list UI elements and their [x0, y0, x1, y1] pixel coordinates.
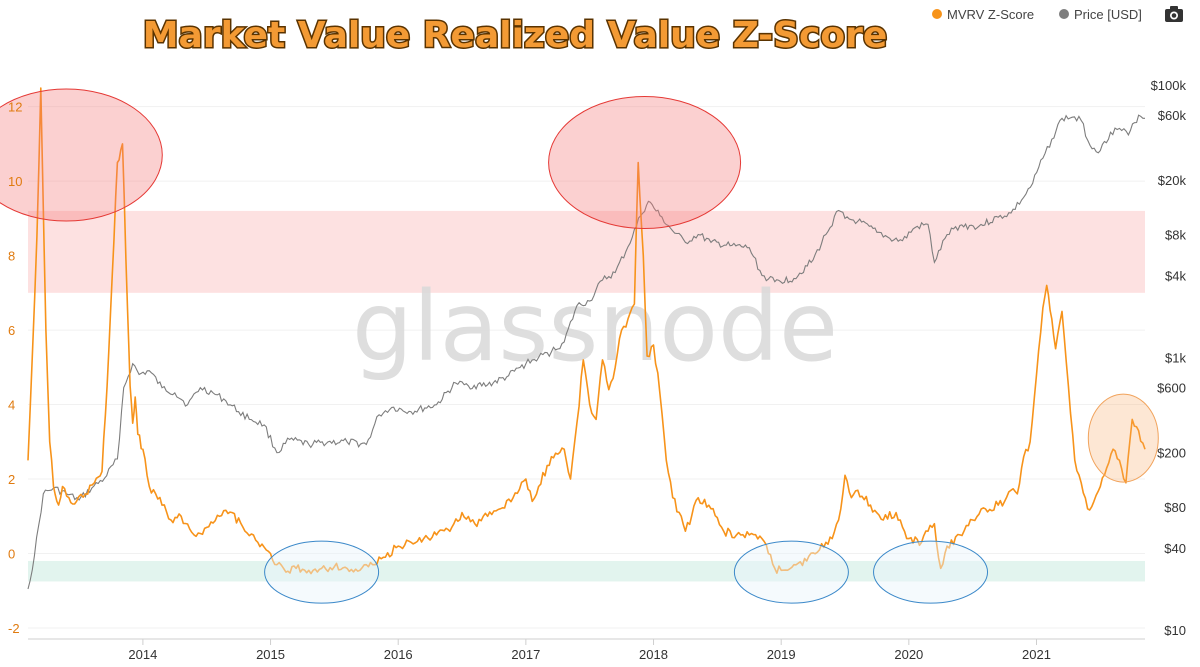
undervalued-zone [28, 560, 1145, 582]
bottom-2019-circle [733, 540, 849, 604]
right-tick-label: $40 [1164, 541, 1186, 556]
right-tick-label: $600 [1157, 381, 1186, 396]
left-axis: -2 0 2 4 6 8 10 12 [8, 100, 22, 636]
overvalued-zone [28, 210, 1145, 293]
mvrv-line [27, 87, 1146, 575]
chart-title: Market Value Realized Value Z-Score [143, 15, 888, 56]
price-line [27, 114, 1145, 590]
right-tick-label: $4k [1165, 268, 1186, 283]
right-axis: $10 $40 $80 $200 $600 $1k $4k $8k $20k $60k $100k [1151, 78, 1187, 638]
current-2021-circle [1087, 393, 1159, 483]
x-tick-label: 2020 [894, 647, 923, 662]
right-tick-label: $20k [1158, 173, 1187, 188]
price-series [27, 114, 1145, 590]
price-legend-label: Price [USD] [1074, 7, 1142, 22]
x-tick-label: 2017 [511, 647, 540, 662]
left-tick-label: 10 [8, 174, 22, 189]
annotation-circles [0, 88, 1159, 604]
mvrv-legend-dot [932, 9, 942, 19]
right-tick-label: $10 [1164, 623, 1186, 638]
mvrv-series [27, 87, 1146, 575]
right-tick-label: $1k [1165, 351, 1186, 366]
x-axis: 2014 2015 2016 2017 2018 2019 2020 2021 [28, 638, 1145, 662]
mvrv-legend-label: MVRV Z-Score [947, 7, 1034, 22]
x-tick-label: 2021 [1022, 647, 1051, 662]
left-tick-label: 6 [8, 323, 15, 338]
price-legend-dot [1059, 9, 1069, 19]
glassnode-watermark: glassnode [352, 271, 838, 383]
right-tick-label: $8k [1165, 227, 1186, 242]
x-tick-label: 2018 [639, 647, 668, 662]
left-tick-label: 12 [8, 100, 22, 115]
left-tick-label: 4 [8, 398, 15, 413]
legend-item-mvrv[interactable]: MVRV Z-Score [932, 7, 1034, 22]
zone-bands [28, 210, 1145, 582]
bottom-2015-circle [264, 540, 380, 604]
left-tick-label: 0 [8, 547, 15, 562]
left-tick-label: 8 [8, 249, 15, 264]
camera-icon[interactable] [1165, 6, 1183, 22]
legend-item-price[interactable]: Price [USD] [1059, 7, 1142, 22]
x-tick-label: 2016 [384, 647, 413, 662]
x-tick-label: 2015 [256, 647, 285, 662]
right-tick-label: $80 [1164, 500, 1186, 515]
left-tick-label: 2 [8, 472, 15, 487]
peak-2013-circle [0, 88, 163, 222]
x-tick-label: 2014 [128, 647, 157, 662]
right-tick-label: $200 [1157, 446, 1186, 461]
peak-2017-circle [548, 95, 742, 229]
chart-legend: MVRV Z-Score Price [USD] [932, 6, 1183, 22]
right-tick-label: $60k [1158, 108, 1187, 123]
right-tick-label: $100k [1151, 78, 1187, 93]
left-tick-label: -2 [8, 621, 20, 636]
bottom-2020-circle [873, 540, 989, 604]
x-tick-label: 2019 [767, 647, 796, 662]
